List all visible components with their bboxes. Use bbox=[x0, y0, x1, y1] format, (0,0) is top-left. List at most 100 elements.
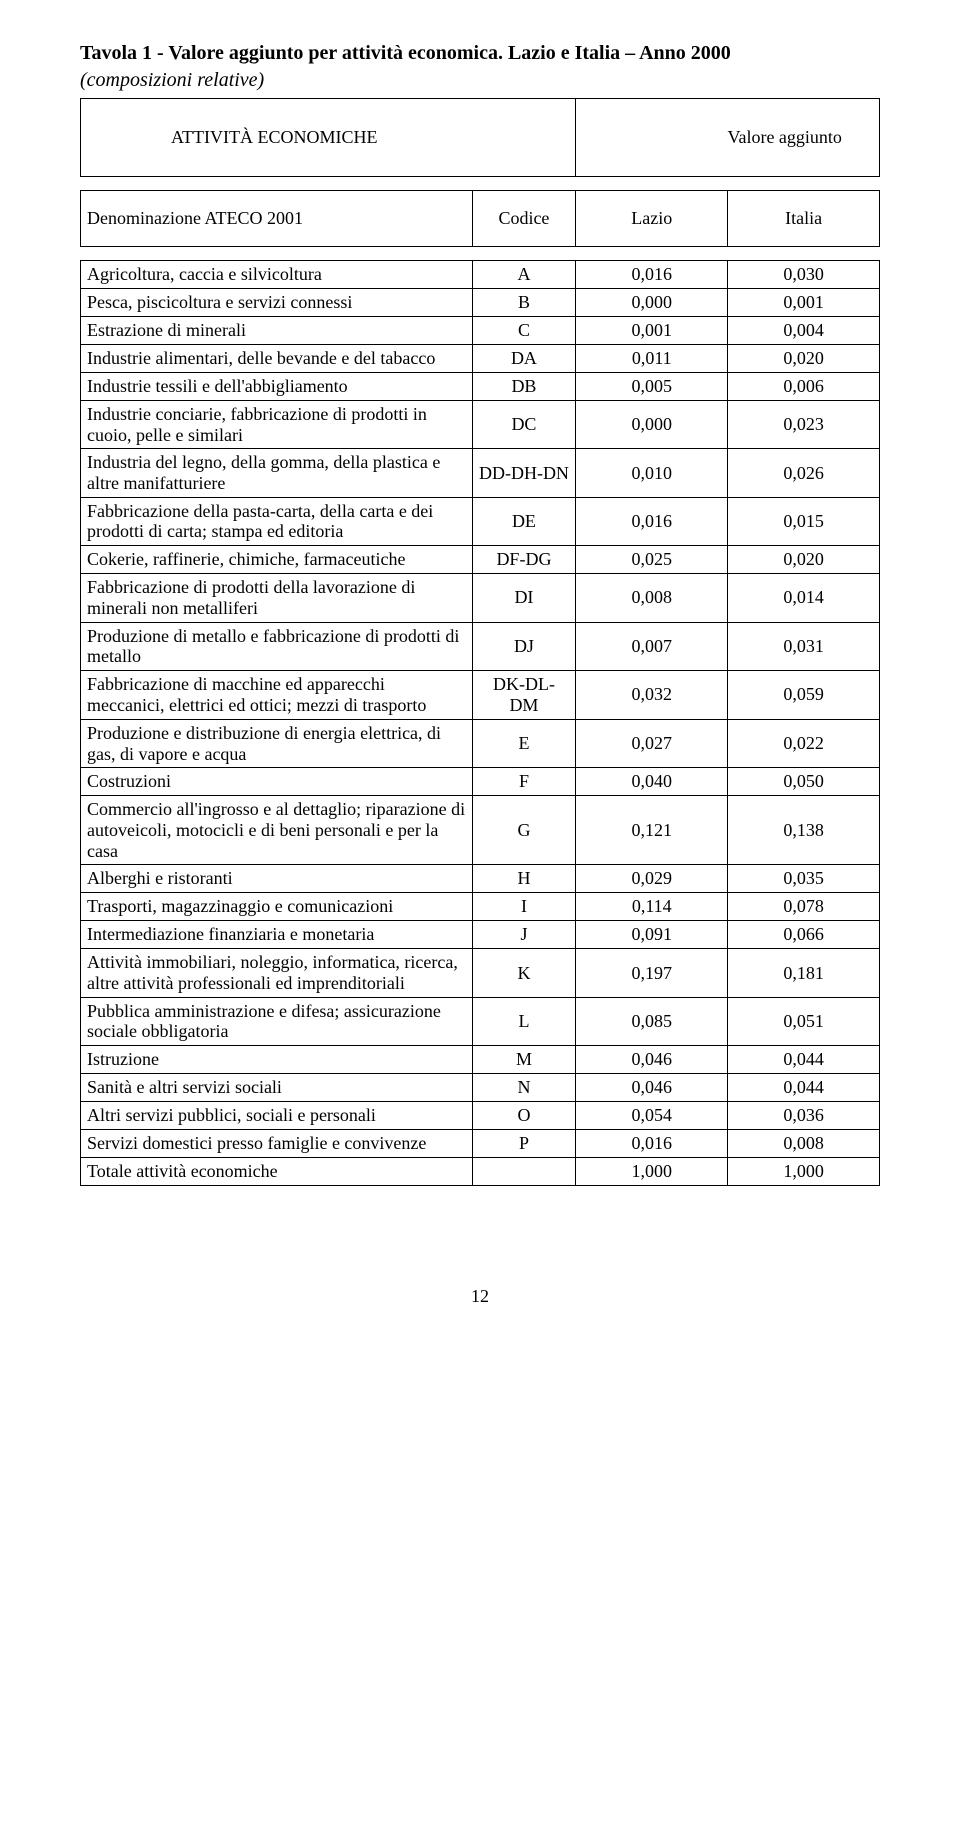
cell-name: Fabbricazione della pasta-carta, della c… bbox=[81, 497, 473, 545]
cell-italia: 0,066 bbox=[728, 921, 880, 949]
table-row: Servizi domestici presso famiglie e conv… bbox=[81, 1130, 880, 1158]
table-row: Pubblica amministrazione e difesa; assic… bbox=[81, 997, 880, 1045]
cell-name: Estrazione di minerali bbox=[81, 317, 473, 345]
cell-lazio: 0,091 bbox=[576, 921, 728, 949]
table-row: Alberghi e ristorantiH0,0290,035 bbox=[81, 865, 880, 893]
table-row: Attività immobiliari, noleggio, informat… bbox=[81, 949, 880, 997]
cell-italia: 0,006 bbox=[728, 373, 880, 401]
cell-lazio: 0,027 bbox=[576, 719, 728, 767]
cell-lazio: 0,046 bbox=[576, 1074, 728, 1102]
cell-italia: 1,000 bbox=[728, 1158, 880, 1186]
cell-name: Cokerie, raffinerie, chimiche, farmaceut… bbox=[81, 546, 473, 574]
cell-name: Attività immobiliari, noleggio, informat… bbox=[81, 949, 473, 997]
cell-name: Produzione e distribuzione di energia el… bbox=[81, 719, 473, 767]
cell-code: G bbox=[472, 796, 576, 865]
cell-italia: 0,181 bbox=[728, 949, 880, 997]
cell-lazio: 0,007 bbox=[576, 622, 728, 670]
cell-lazio: 0,025 bbox=[576, 546, 728, 574]
cell-name: Servizi domestici presso famiglie e conv… bbox=[81, 1130, 473, 1158]
cell-code: DB bbox=[472, 373, 576, 401]
cell-code: L bbox=[472, 997, 576, 1045]
col-italia: Italia bbox=[728, 191, 880, 247]
cell-italia: 0,001 bbox=[728, 289, 880, 317]
cell-code: P bbox=[472, 1130, 576, 1158]
cell-italia: 0,138 bbox=[728, 796, 880, 865]
table-row: Trasporti, magazzinaggio e comunicazioni… bbox=[81, 893, 880, 921]
table-row: Altri servizi pubblici, sociali e person… bbox=[81, 1102, 880, 1130]
cell-lazio: 0,008 bbox=[576, 574, 728, 622]
cell-code: DK-DL-DM bbox=[472, 670, 576, 719]
table-row: Agricoltura, caccia e silvicolturaA0,016… bbox=[81, 261, 880, 289]
cell-italia: 0,030 bbox=[728, 261, 880, 289]
cell-lazio: 1,000 bbox=[576, 1158, 728, 1186]
cell-code: N bbox=[472, 1074, 576, 1102]
cell-name: Commercio all'ingrosso e al dettaglio; r… bbox=[81, 796, 473, 865]
table-row: Sanità e altri servizi socialiN0,0460,04… bbox=[81, 1074, 880, 1102]
cell-lazio: 0,000 bbox=[576, 401, 728, 449]
cell-italia: 0,031 bbox=[728, 622, 880, 670]
column-header-row: Denominazione ATECO 2001 Codice Lazio It… bbox=[81, 191, 880, 247]
cell-code: DI bbox=[472, 574, 576, 622]
cell-lazio: 0,085 bbox=[576, 997, 728, 1045]
table-row: CostruzioniF0,0400,050 bbox=[81, 768, 880, 796]
table-row: Industrie tessili e dell'abbigliamentoDB… bbox=[81, 373, 880, 401]
econ-table: ATTIVITÀ ECONOMICHE Valore aggiunto Deno… bbox=[80, 98, 880, 1186]
cell-name: Fabbricazione di prodotti della lavorazi… bbox=[81, 574, 473, 622]
table-row: Produzione di metallo e fabbricazione di… bbox=[81, 622, 880, 670]
cell-name: Costruzioni bbox=[81, 768, 473, 796]
outer-header-row: ATTIVITÀ ECONOMICHE Valore aggiunto bbox=[81, 99, 880, 177]
cell-lazio: 0,011 bbox=[576, 345, 728, 373]
table-row: Fabbricazione di prodotti della lavorazi… bbox=[81, 574, 880, 622]
cell-code: DJ bbox=[472, 622, 576, 670]
cell-name: Istruzione bbox=[81, 1046, 473, 1074]
table-row: Estrazione di mineraliC0,0010,004 bbox=[81, 317, 880, 345]
table-row: Industrie conciarie, fabbricazione di pr… bbox=[81, 401, 880, 449]
cell-lazio: 0,121 bbox=[576, 796, 728, 865]
cell-name: Sanità e altri servizi sociali bbox=[81, 1074, 473, 1102]
cell-lazio: 0,016 bbox=[576, 261, 728, 289]
cell-lazio: 0,001 bbox=[576, 317, 728, 345]
outer-header-right: Valore aggiunto bbox=[576, 99, 880, 177]
cell-lazio: 0,016 bbox=[576, 1130, 728, 1158]
cell-code: DC bbox=[472, 401, 576, 449]
table-row: Totale attività economiche1,0001,000 bbox=[81, 1158, 880, 1186]
table-row: Intermediazione finanziaria e monetariaJ… bbox=[81, 921, 880, 949]
cell-lazio: 0,010 bbox=[576, 449, 728, 497]
cell-code: M bbox=[472, 1046, 576, 1074]
page-number: 12 bbox=[80, 1286, 880, 1307]
cell-name: Intermediazione finanziaria e monetaria bbox=[81, 921, 473, 949]
cell-name: Produzione di metallo e fabbricazione di… bbox=[81, 622, 473, 670]
cell-italia: 0,008 bbox=[728, 1130, 880, 1158]
cell-lazio: 0,005 bbox=[576, 373, 728, 401]
cell-italia: 0,020 bbox=[728, 546, 880, 574]
table-row: Pesca, piscicoltura e servizi connessiB0… bbox=[81, 289, 880, 317]
cell-italia: 0,035 bbox=[728, 865, 880, 893]
cell-name: Industrie alimentari, delle bevande e de… bbox=[81, 345, 473, 373]
cell-italia: 0,059 bbox=[728, 670, 880, 719]
cell-lazio: 0,000 bbox=[576, 289, 728, 317]
spacer-row bbox=[81, 177, 880, 191]
spacer-row bbox=[81, 247, 880, 261]
cell-code: E bbox=[472, 719, 576, 767]
cell-lazio: 0,197 bbox=[576, 949, 728, 997]
cell-code: DF-DG bbox=[472, 546, 576, 574]
cell-name: Altri servizi pubblici, sociali e person… bbox=[81, 1102, 473, 1130]
table-row: Fabbricazione di macchine ed apparecchi … bbox=[81, 670, 880, 719]
caption-line2: (composizioni relative) bbox=[80, 69, 264, 91]
caption-line1: Tavola 1 - Valore aggiunto per attività … bbox=[80, 42, 731, 64]
cell-code: K bbox=[472, 949, 576, 997]
col-codice: Codice bbox=[472, 191, 576, 247]
col-denominazione: Denominazione ATECO 2001 bbox=[81, 191, 473, 247]
cell-name: Pesca, piscicoltura e servizi connessi bbox=[81, 289, 473, 317]
cell-name: Pubblica amministrazione e difesa; assic… bbox=[81, 997, 473, 1045]
cell-code: J bbox=[472, 921, 576, 949]
cell-code: C bbox=[472, 317, 576, 345]
cell-lazio: 0,046 bbox=[576, 1046, 728, 1074]
cell-name: Agricoltura, caccia e silvicoltura bbox=[81, 261, 473, 289]
cell-italia: 0,004 bbox=[728, 317, 880, 345]
table-row: Industrie alimentari, delle bevande e de… bbox=[81, 345, 880, 373]
table-row: IstruzioneM0,0460,044 bbox=[81, 1046, 880, 1074]
cell-italia: 0,044 bbox=[728, 1046, 880, 1074]
cell-italia: 0,044 bbox=[728, 1074, 880, 1102]
cell-lazio: 0,054 bbox=[576, 1102, 728, 1130]
